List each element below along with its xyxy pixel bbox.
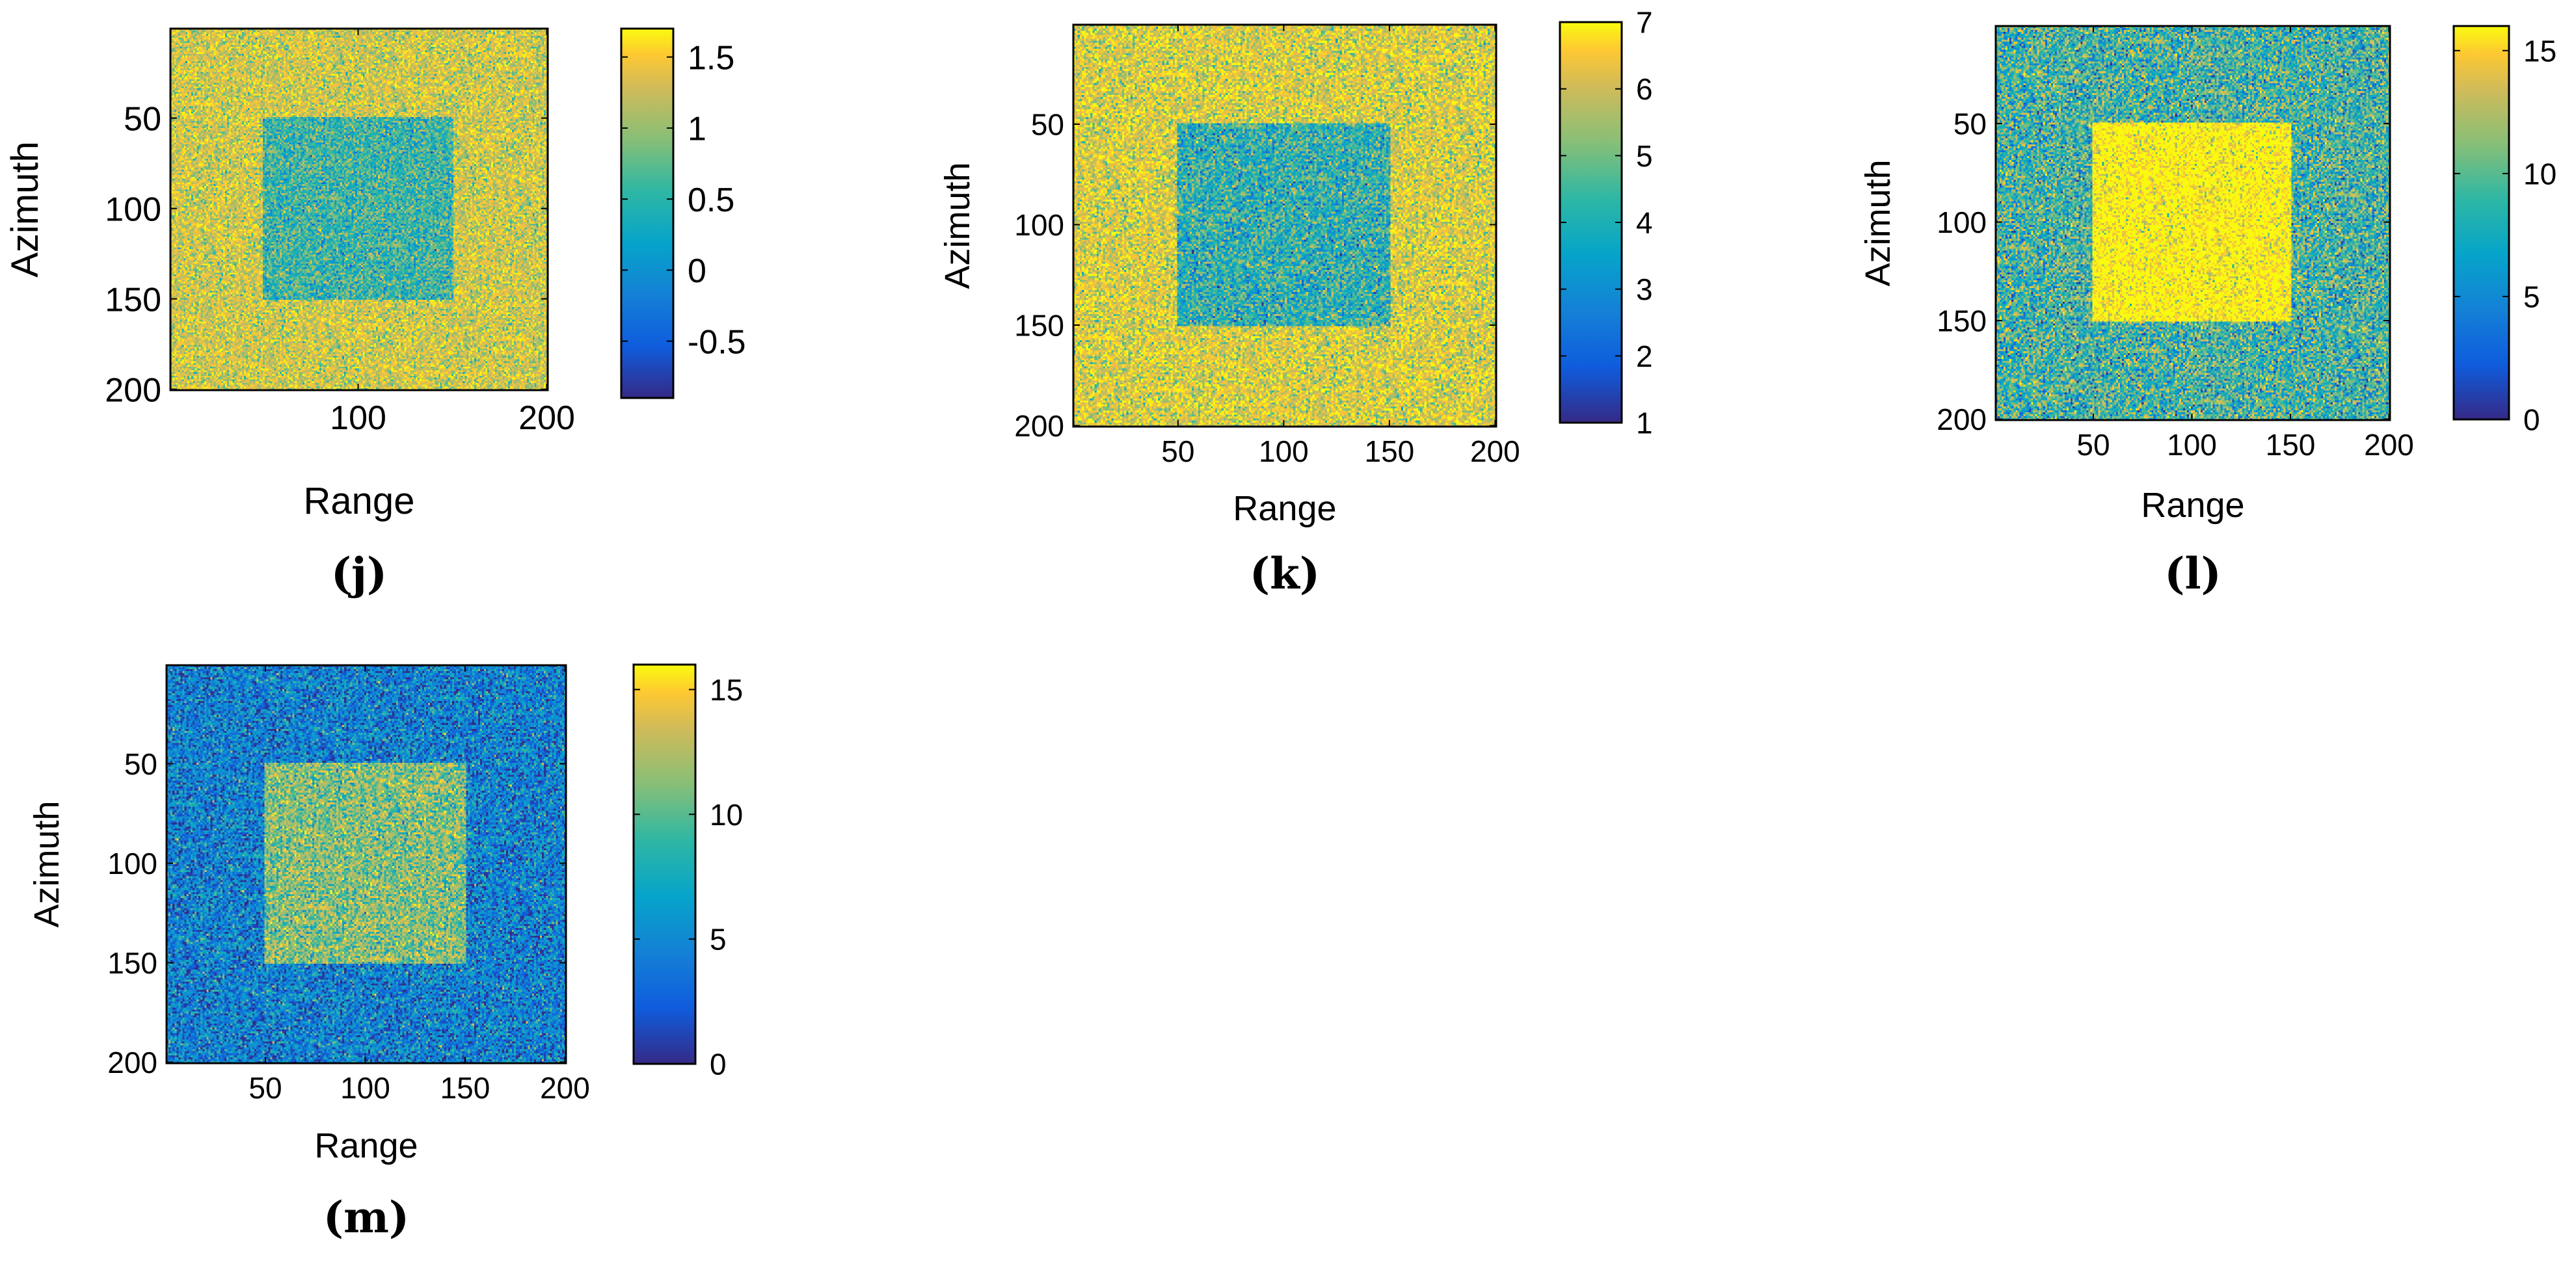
y-tick-label: 200 xyxy=(105,371,161,409)
heatmap-image xyxy=(1073,25,1496,427)
y-tick-label: 100 xyxy=(107,847,157,880)
colorbar-tick-label: 10 xyxy=(2523,157,2556,191)
colorbar-tick-label: 5 xyxy=(2523,280,2540,313)
heatmap-image xyxy=(170,29,548,390)
colorbar-tick-label: 1 xyxy=(688,111,706,148)
x-axis-label: Range xyxy=(2141,486,2244,525)
y-axis-label: Azimuth xyxy=(1858,159,1898,286)
x-tick-label: 100 xyxy=(1259,434,1309,468)
panels-root: 100 20050100150200RangeAzimuth-0.500.511.… xyxy=(4,6,2556,1243)
colorbar-tick-label: 0.5 xyxy=(688,181,734,219)
colorbar-tick-label: 5 xyxy=(1636,139,1653,173)
panel-j: 100 200 50 100 150 200 Range Azimuth -0.5 0 0.5 1 1.… xyxy=(4,27,746,599)
y-tick-label: 50 xyxy=(124,100,161,138)
y-tick-label: 150 xyxy=(107,946,157,980)
colorbar-tick-label: 10 xyxy=(710,798,743,832)
y-axis-label: Azimuth xyxy=(4,141,46,278)
colorbar-gradient xyxy=(2454,26,2509,419)
colorbar-tick-label: 6 xyxy=(1636,72,1653,106)
x-axis-label: Range xyxy=(314,1126,418,1165)
panel-k: 50 100 150 200 50 100 150 200 Range Azimuth 1 2 3 4 5 6… xyxy=(938,6,1653,599)
colorbar-tick-label: 2 xyxy=(1636,339,1653,373)
y-tick-label: 50 xyxy=(124,747,157,781)
colorbar-tick-label: 0 xyxy=(710,1048,727,1081)
y-tick-label: 150 xyxy=(1014,309,1064,343)
panel-label: (j) xyxy=(331,548,387,599)
colorbar-tick-label: 0 xyxy=(2523,403,2540,437)
y-tick-label: 150 xyxy=(105,281,161,319)
colorbar-frame xyxy=(632,663,697,1065)
colorbar-frame xyxy=(2452,25,2510,421)
y-tick-label: 100 xyxy=(105,191,161,228)
y-tick-label: 200 xyxy=(107,1046,157,1079)
y-tick-label: 200 xyxy=(1014,409,1064,443)
y-tick-label: 200 xyxy=(1937,403,1987,436)
colorbar-tick-label: 1.5 xyxy=(688,39,734,77)
y-tick-label: 150 xyxy=(1937,304,1987,338)
colorbar-gradient xyxy=(1560,22,1622,423)
y-axis-label: Azimuth xyxy=(27,800,66,927)
heatmap-image xyxy=(167,665,566,1063)
panel-m: 50 100 150 200 50 100 150 200 Range Azimuth 0 5 10 15… xyxy=(27,663,743,1243)
x-tick-label: 100 xyxy=(330,399,386,437)
x-tick-label: 150 xyxy=(1365,434,1415,468)
y-tick-label: 100 xyxy=(1937,205,1987,239)
heatmap-image xyxy=(1996,26,2390,420)
x-tick-label: 200 xyxy=(518,399,575,437)
y-axis-label: Azimuth xyxy=(938,162,977,289)
plot-frame xyxy=(1994,25,2391,421)
x-tick-label: 150 xyxy=(2266,428,2316,462)
panel-label: (m) xyxy=(323,1192,409,1243)
colorbar-tick-label: -0.5 xyxy=(688,323,746,361)
panel-label: (k) xyxy=(1250,548,1320,599)
x-tick-label: 100 xyxy=(340,1071,390,1105)
plot-frame xyxy=(169,27,549,391)
x-axis-label: Range xyxy=(304,480,415,522)
panel-label: (l) xyxy=(2164,548,2221,599)
colorbar-gradient xyxy=(621,29,673,398)
x-tick-label: 150 xyxy=(440,1071,490,1105)
x-tick-label: 50 xyxy=(248,1071,282,1105)
colorbar-tick-label: 5 xyxy=(710,923,727,957)
panel-l: 50 100 150 200 50 100 150 200 Range Azimuth 0 5 10 15… xyxy=(1858,25,2556,599)
x-tick-label: 200 xyxy=(2364,428,2414,462)
x-tick-label: 100 xyxy=(2167,428,2217,462)
colorbar-tick-label: 4 xyxy=(1636,206,1653,240)
y-tick-label: 50 xyxy=(1031,108,1064,142)
colorbar-tick-label: 15 xyxy=(710,673,743,707)
colorbar-tick-label: 1 xyxy=(1636,406,1653,440)
x-tick-label: 200 xyxy=(1470,434,1520,468)
colorbar-gradient xyxy=(634,665,695,1064)
colorbar-tick-label: 3 xyxy=(1636,272,1653,306)
x-tick-label: 50 xyxy=(2076,428,2110,462)
x-tick-label: 200 xyxy=(540,1071,590,1105)
y-tick-label: 50 xyxy=(1953,107,1987,141)
y-tick-label: 100 xyxy=(1014,208,1064,242)
colorbar-tick-label: 0 xyxy=(688,252,706,290)
colorbar-frame xyxy=(620,27,675,399)
plot-frame xyxy=(165,664,567,1065)
colorbar-tick-label: 7 xyxy=(1636,6,1653,40)
colorbar-tick-label: 15 xyxy=(2523,34,2556,68)
x-axis-label: Range xyxy=(1233,489,1336,528)
plot-frame xyxy=(1072,23,1497,428)
x-tick-label: 50 xyxy=(1161,434,1194,468)
